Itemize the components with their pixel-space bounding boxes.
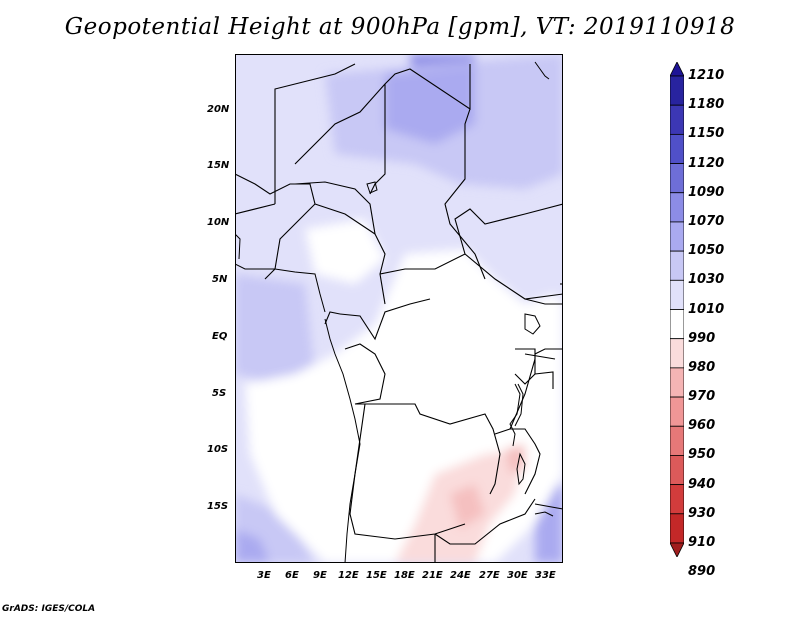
colorbar-label: 1150 — [688, 126, 725, 142]
colorbar-label: 1210 — [688, 68, 725, 83]
colorbar-swatch — [670, 396, 684, 427]
lat-label: 5S — [212, 388, 227, 399]
colorbar-swatch — [670, 250, 684, 281]
lon-label: 6E — [285, 570, 299, 581]
colorbar-label: 1010 — [688, 301, 725, 317]
colorbar-swatch — [670, 309, 684, 340]
colorbar — [670, 62, 684, 557]
colorbar-label: 910 — [688, 535, 716, 550]
lat-label: 5N — [212, 274, 228, 285]
colorbar-label: 970 — [688, 389, 716, 405]
lat-label: 15N — [207, 160, 230, 171]
colorbar-label: 1120 — [688, 155, 725, 171]
map-title: Geopotential Height at 900hPa [gpm], VT:… — [64, 14, 736, 40]
colorbar-label: 1050 — [688, 243, 725, 259]
lakes — [366, 181, 554, 517]
lon-label: 24E — [450, 570, 471, 581]
lon-label: 12E — [338, 570, 359, 581]
lat-label: EQ — [212, 331, 228, 342]
lon-label: 33E — [535, 570, 556, 581]
map-frame — [235, 54, 563, 563]
colorbar-label: 1180 — [688, 97, 725, 113]
colorbar-swatch — [670, 338, 684, 369]
geopotential-map — [235, 54, 563, 563]
thermal-low-core — [450, 484, 485, 529]
southwest-high-core — [235, 529, 270, 563]
footer-credit: GrADS: IGES/COLA — [2, 604, 96, 614]
lon-label: 21E — [422, 570, 443, 581]
colorbar-swatch — [670, 192, 684, 223]
lat-label: 10S — [207, 444, 229, 455]
colorbar-swatch — [670, 104, 684, 135]
colorbar-swatch — [670, 221, 684, 252]
colorbar-swatch — [670, 75, 684, 106]
colorbar-swatch — [670, 513, 684, 544]
lon-label: 9E — [313, 570, 327, 581]
colorbar-swatch — [670, 62, 684, 77]
colorbar-label: 1070 — [688, 213, 725, 229]
lat-label: 15S — [207, 501, 229, 512]
colorbar-swatch — [670, 455, 684, 486]
lon-label: 3E — [257, 570, 271, 581]
west-africa-low-patch — [305, 219, 385, 284]
colorbar-label: 930 — [688, 505, 716, 521]
colorbar-swatch — [670, 484, 684, 515]
thermal-low-core-east — [505, 444, 525, 474]
colorbar-swatch — [670, 367, 684, 398]
lat-label: 10N — [207, 217, 230, 228]
colorbar-swatch — [670, 163, 684, 194]
colorbar-swatch — [670, 279, 684, 310]
colorbar-label: 890 — [688, 564, 716, 580]
high-region-north-inner — [385, 64, 475, 144]
west-ocean-high — [235, 274, 315, 384]
colorbar-swatch — [670, 133, 684, 164]
lon-label: 30E — [507, 570, 528, 581]
colorbar-label: 990 — [688, 330, 716, 346]
colorbar-label: 960 — [688, 418, 716, 434]
coastline — [235, 61, 550, 563]
colorbar-swatch — [670, 425, 684, 456]
colorbar-label: 940 — [688, 476, 716, 492]
colorbar-swatch — [670, 542, 684, 557]
colorbar-label: 1090 — [688, 184, 725, 200]
colorbar-label: 950 — [688, 447, 716, 463]
colorbar-label: 980 — [688, 359, 716, 375]
lon-label: 18E — [394, 570, 415, 581]
lat-label: 20N — [207, 104, 230, 115]
lon-label: 27E — [479, 570, 500, 581]
lon-label: 15E — [366, 570, 387, 581]
colorbar-label: 1030 — [688, 272, 725, 288]
